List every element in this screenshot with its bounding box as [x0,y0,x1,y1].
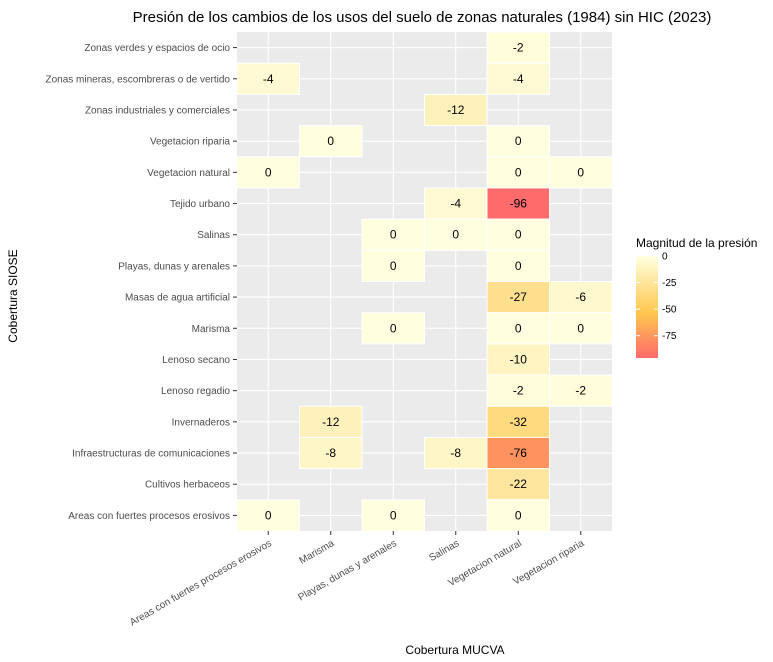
x-tick-label: Vegetacion riparia [511,538,586,588]
heatmap-cell [424,436,488,470]
x-axis-title: Cobertura MUCVA [405,643,504,657]
y-tick-label: Zonas industriales y comerciales [85,105,230,116]
heatmap-cell [486,31,550,64]
y-tick-label: Salinas [197,230,230,241]
cell-value-label: 0 [452,228,459,242]
heatmap-cell [486,468,550,501]
x-tick-labels: Areas con fuertes procesos erosivos Maris… [128,531,587,628]
y-tick-label: Infraestructuras de comunicaciones [72,449,230,460]
heatmap-cell [486,125,550,158]
heatmap-cell [486,62,550,95]
heatmap-cell [299,125,363,158]
cell-value-label: 0 [515,134,522,148]
heatmap-cell [361,218,425,251]
heatmap-cell [361,312,425,345]
heatmap-cell [299,405,363,438]
heatmap-cell [361,249,425,282]
heatmap-cell [486,156,550,189]
heatmap-cell [486,343,550,376]
heatmap-cell [486,187,550,220]
cell-value-label: 0 [265,165,272,179]
heatmap-cell [486,312,550,345]
cell-value-label: 0 [515,508,522,522]
y-tick-label: Masas de agua artificial [125,293,230,304]
heatmap-cell [361,499,425,532]
y-axis-title: Cobertura SIOSE [6,249,20,342]
heatmap-cell [299,436,363,470]
legend-tick-label: -50 [662,305,677,316]
cell-value-label: -12 [447,103,465,117]
x-tick-label: Marisma [298,538,337,567]
cell-value-label: -2 [513,384,524,398]
cell-value-label: -2 [513,41,524,55]
cell-value-label: -8 [450,446,461,460]
cell-value-label: -76 [510,446,528,460]
cell-value-label: -4 [450,197,461,211]
y-tick-label: Areas con fuertes procesos erosivos [68,511,230,522]
legend-tick-label: -75 [662,331,677,342]
cell-value-label: 0 [515,321,522,335]
cell-value-label: 0 [577,165,584,179]
cell-value-label: -32 [510,415,528,429]
y-tick-label: Lenoso regadio [161,386,230,397]
cell-value-label: -4 [513,72,524,86]
cell-value-label: 0 [390,259,397,273]
heatmap-cell [486,281,550,314]
heatmap-cell [486,499,550,532]
cell-value-label: 0 [327,134,334,148]
y-tick-label: Playas, dunas y arenales [118,261,230,272]
legend-title: Magnitud de la presión [636,236,757,250]
legend-tick-label: -25 [662,278,677,289]
legend-tick-label: 0 [662,252,668,263]
x-tick-label: Salinas [427,538,461,564]
heatmap-cell [486,218,550,251]
x-tick-label: Areas con fuertes procesos erosivos [128,538,274,628]
y-tick-labels: Zonas verdes y espacios de ocio Zonas min… [45,43,237,522]
color-legend: Magnitud de la presión 0 -25 -50 -75 [636,236,757,358]
heatmap-cell [549,374,613,407]
cell-value-label: 0 [577,321,584,335]
cell-value-label: -6 [575,290,586,304]
heatmap-cell [549,281,613,314]
y-tick-label: Vegetacion natural [147,168,230,179]
cell-value-label: 0 [390,321,397,335]
legend-colorbar [636,256,658,358]
heatmap-cell [236,499,300,532]
cell-value-label: 0 [515,165,522,179]
cell-value-label: -96 [510,197,528,211]
cell-value-label: 0 [515,259,522,273]
legend-ticks: 0 -25 -50 -75 [636,252,677,342]
cell-value-label: 0 [390,228,397,242]
cell-value-label: 0 [265,508,272,522]
cell-value-label: 0 [390,508,397,522]
y-tick-label: Lenoso secano [162,355,230,366]
heatmap-cell [424,93,488,127]
y-tick-label: Invernaderos [172,417,230,428]
y-tick-label: Marisma [192,324,231,335]
heatmap-cell [486,436,550,470]
y-tick-label: Vegetacion riparia [150,137,230,148]
cell-value-label: -27 [510,290,528,304]
heatmap-cells: -2 -4 -4 -12 0 0 0 0 0 -4 -96 0 0 0 0 0 -27 -6 0 0 0 -10 -2 -2 -… [236,31,613,532]
y-tick-label: Zonas verdes y espacios de ocio [84,43,230,54]
cell-value-label: -2 [575,384,586,398]
y-tick-label: Cultivos herbaceos [145,480,230,491]
cell-value-label: -12 [322,415,340,429]
chart-title: Presión de los cambios de los usos del s… [133,9,712,26]
y-tick-label: Tejido urbano [170,199,230,210]
y-tick-label: Zonas mineras, escombreras o de vertido [45,74,230,85]
heatmap-cell [236,62,300,95]
heatmap-cell [486,249,550,282]
cell-value-label: -10 [510,352,528,366]
heatmap-cell [424,218,488,251]
heatmap-cell [549,312,613,345]
cell-value-label: -22 [510,477,528,491]
heatmap-cell [549,156,613,189]
cell-value-label: 0 [515,228,522,242]
cell-value-label: -4 [263,72,274,86]
heatmap-cell [486,374,550,407]
cell-value-label: -8 [325,446,336,460]
